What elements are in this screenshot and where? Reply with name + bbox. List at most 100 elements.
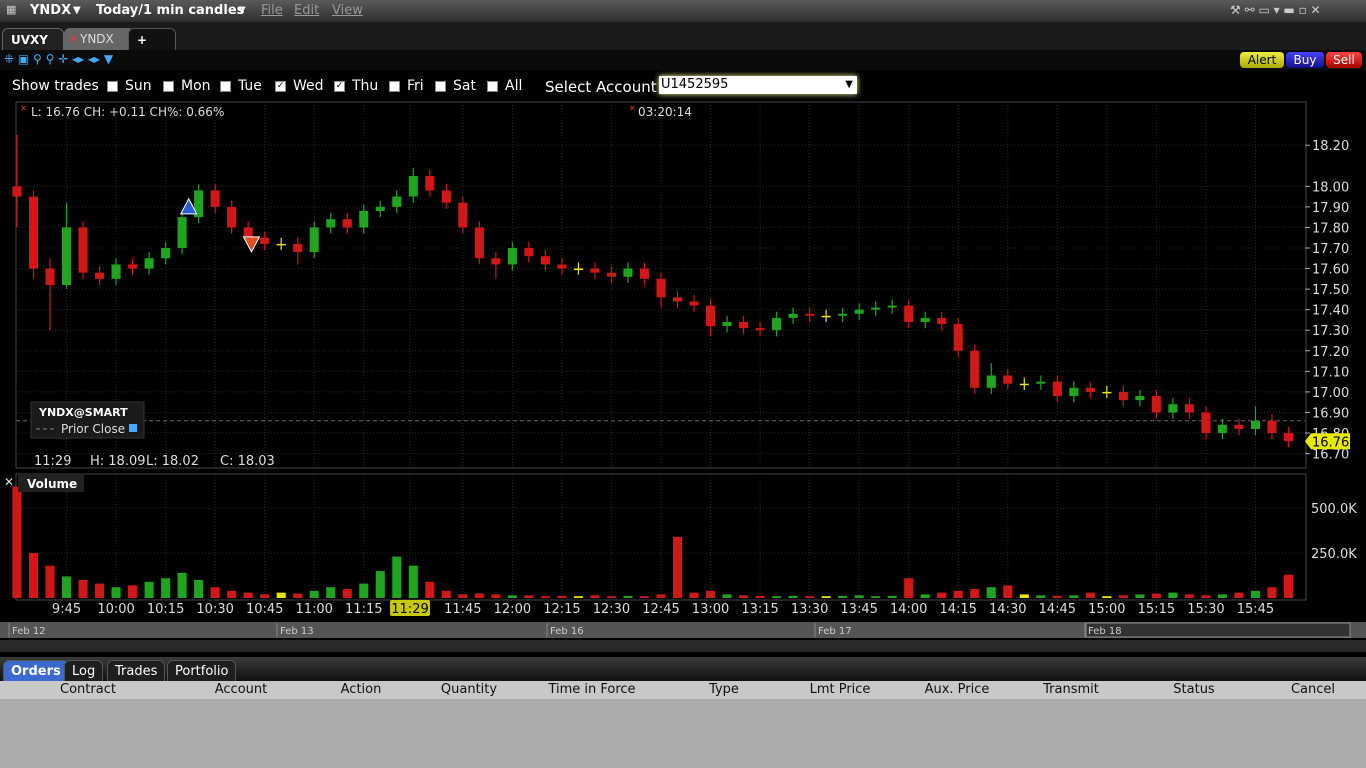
title-bar: ▦ YNDX ▼ Today/1 min candles ▼ File Edit… <box>0 0 1366 22</box>
orders-tab[interactable]: Orders <box>3 660 69 683</box>
symbol-menu[interactable]: YNDX <box>30 3 72 18</box>
checkbox[interactable]: ✓ <box>334 81 345 92</box>
candle-body <box>144 258 154 269</box>
tab[interactable]: + <box>128 28 176 52</box>
volume-bar <box>309 590 319 598</box>
volume-bar <box>161 578 171 598</box>
alert-button[interactable]: Alert <box>1240 52 1284 68</box>
volume-bar <box>408 565 418 598</box>
orders-panel: Orders Log Trades Portfolio Contract Account… <box>0 657 1366 768</box>
y-tick-label: 17.20 <box>1312 345 1349 360</box>
y-tick-label: 16.90 <box>1312 406 1349 421</box>
candle-body <box>45 268 55 285</box>
volume-bar <box>1036 595 1046 598</box>
menu-item[interactable]: File <box>261 3 283 18</box>
x-tick-label: 10:15 <box>147 602 184 617</box>
app-icon: ▦ <box>6 3 17 16</box>
volume-bar <box>227 590 237 598</box>
candle-body <box>821 315 831 318</box>
volume-bar <box>359 583 369 598</box>
checkbox[interactable]: ✓ <box>275 81 286 92</box>
orders-tab[interactable]: Portfolio <box>167 660 237 683</box>
x-tick-label: 12:00 <box>494 602 531 617</box>
candle-body <box>194 190 204 218</box>
x-tick-label: 10:00 <box>97 602 134 617</box>
clock: 03:20:14 <box>638 105 692 119</box>
date-strip <box>0 622 1366 638</box>
x-tick-label: 13:00 <box>692 602 729 617</box>
checkbox[interactable] <box>389 81 400 92</box>
x-tick-label: 15:45 <box>1237 602 1274 617</box>
candle-body <box>1118 391 1128 401</box>
dropdown-arrow: ▼ <box>845 79 853 90</box>
toolbar-icons[interactable]: ⁜ ▣ ⚲ ⚲ ✛ ◂▸ ◂▸ ▼ <box>4 52 114 66</box>
candle-body <box>491 258 501 265</box>
period-menu[interactable]: Today/1 min candles <box>96 3 245 18</box>
y-tick-label: 17.60 <box>1312 263 1349 278</box>
candle-body <box>161 247 171 259</box>
volume-bar <box>392 556 402 598</box>
x-tick-label: 14:45 <box>1039 602 1076 617</box>
crosshair-label-bg <box>390 600 431 616</box>
checkbox[interactable] <box>487 81 498 92</box>
crosshair-info: L: 18.02 <box>146 454 199 469</box>
scroll-thumb[interactable] <box>1085 622 1351 638</box>
x-tick-label: 14:15 <box>939 602 976 617</box>
checkbox[interactable] <box>435 81 446 92</box>
checkbox[interactable] <box>107 81 118 92</box>
volume-bar <box>871 596 881 598</box>
checkbox[interactable] <box>163 81 174 92</box>
volume-bar <box>623 595 633 598</box>
menu-item[interactable]: Edit <box>294 3 320 18</box>
candle-body <box>887 305 897 308</box>
volume-bar <box>507 595 517 598</box>
column-header: Contract <box>60 682 116 697</box>
y-tick-label: 17.50 <box>1312 283 1349 298</box>
last-price-label: 16.76 <box>1312 435 1349 450</box>
candle-body <box>1102 391 1112 394</box>
volume-bar <box>474 593 484 598</box>
candle-body <box>342 219 352 228</box>
legend-toggle[interactable] <box>129 424 137 432</box>
volume-bar <box>194 580 204 598</box>
volume-bar <box>1019 594 1029 598</box>
orders-tab[interactable]: Trades <box>107 660 166 683</box>
volume-bar <box>1135 594 1145 598</box>
window-controls[interactable]: ⚒ ⚯ ▭ ▾ ▬ ▫ ✕ <box>1230 3 1321 17</box>
candle-body <box>805 313 815 316</box>
date-label: Feb 12 <box>12 626 46 637</box>
candle-body <box>1234 424 1244 429</box>
splitter <box>0 640 1366 652</box>
volume-bar <box>243 592 253 598</box>
last-price-tag <box>1305 433 1350 450</box>
volume-bar <box>210 587 220 598</box>
y-tick-label: 17.70 <box>1312 242 1349 257</box>
volume-bar <box>144 581 154 598</box>
volume-bar <box>838 595 848 598</box>
volume-bar <box>293 593 303 598</box>
volume-bar <box>260 594 270 598</box>
buy-button[interactable]: Buy <box>1286 52 1324 68</box>
volume-bar <box>524 595 534 598</box>
volume-bar <box>672 536 683 598</box>
tab[interactable]: ✕ YNDX <box>64 28 134 50</box>
close-icon[interactable]: ✕ <box>68 32 79 46</box>
crosshair-info: C: 18.03 <box>220 454 275 469</box>
candle-body <box>309 227 319 253</box>
column-header: Aux. Price <box>924 682 990 697</box>
y-tick-label: 18.00 <box>1312 180 1349 195</box>
candle-body <box>722 322 732 327</box>
orders-tab[interactable]: Log <box>64 660 104 683</box>
account-select[interactable]: U1452595 ▼ <box>659 76 857 94</box>
y-tick-label: 250.0K <box>1311 547 1357 562</box>
candle-body <box>507 247 517 265</box>
checkbox[interactable] <box>220 81 231 92</box>
account-label: Select Account <box>545 78 657 96</box>
orders-tabs: Orders Log Trades Portfolio <box>0 657 1366 683</box>
candle-body <box>260 237 270 244</box>
x-tick-label: 11:15 <box>345 602 382 617</box>
x-tick-label: 11:00 <box>295 602 332 617</box>
tab[interactable]: UVXY <box>2 28 64 52</box>
menu-item[interactable]: View <box>332 3 363 18</box>
sell-button[interactable]: Sell <box>1326 52 1362 68</box>
